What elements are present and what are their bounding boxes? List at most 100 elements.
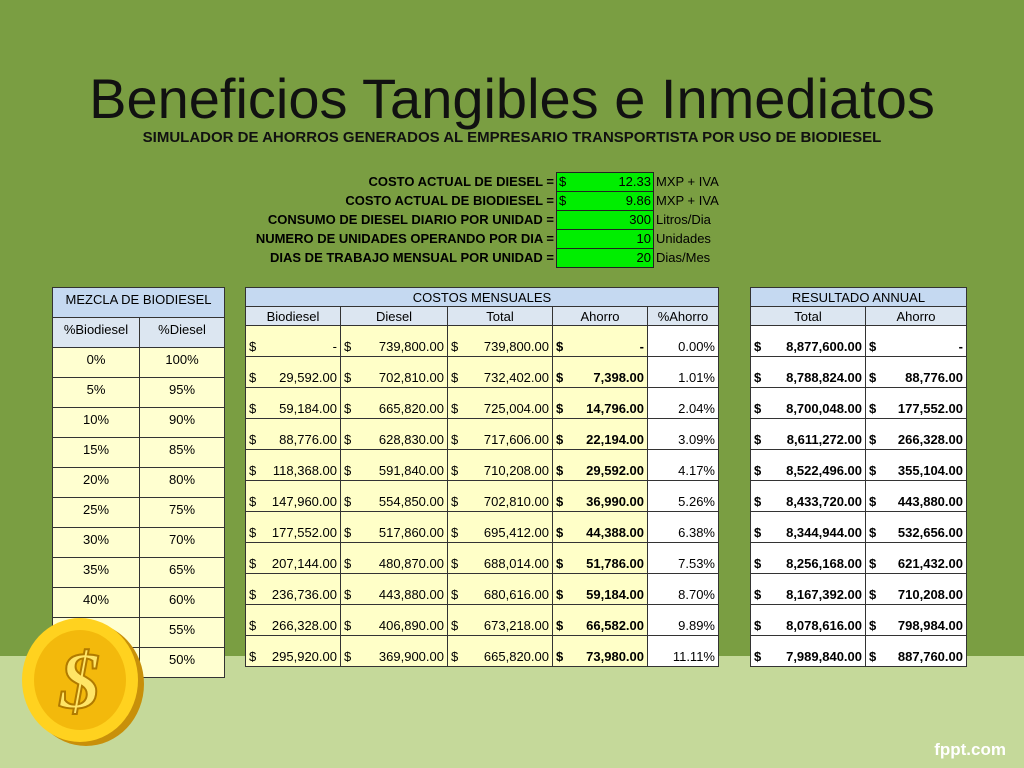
- cost-cell: $236,736.00: [245, 573, 341, 605]
- table-row: 10% 90%: [52, 407, 225, 438]
- cost-cell: $7,398.00: [552, 356, 648, 388]
- cost-cell: $29,592.00: [245, 356, 341, 388]
- currency-symbol: $: [451, 370, 459, 385]
- cost-value: 739,800.00: [378, 339, 444, 354]
- currency-symbol: $: [754, 525, 762, 540]
- pct-ahorro-cell: 9.89%: [647, 604, 719, 636]
- currency-symbol: $: [754, 339, 762, 354]
- annual-results-table: RESULTADO ANNUAL Total Ahorro $8,877,600…: [750, 287, 967, 667]
- annual-cell: $887,760.00: [865, 635, 967, 667]
- annual-cell: $8,877,600.00: [750, 325, 866, 357]
- mix-col-biodiesel: %Biodiesel: [52, 317, 140, 348]
- annual-value: 266,328.00: [897, 432, 963, 447]
- annual-value: 7,989,840.00: [786, 649, 862, 664]
- currency-symbol: $: [556, 649, 564, 664]
- currency-symbol: $: [556, 339, 564, 354]
- slide-subtitle: SIMULADOR DE AHORROS GENERADOS AL EMPRES…: [142, 129, 882, 146]
- cost-cell: $554,850.00: [340, 480, 448, 512]
- currency-symbol: $: [869, 370, 877, 385]
- cost-cell: $443,880.00: [340, 573, 448, 605]
- annual-value: 710,208.00: [897, 587, 963, 602]
- cost-value: 118,368.00: [272, 463, 337, 478]
- cost-value: 680,616.00: [483, 587, 549, 602]
- currency-symbol: $: [869, 618, 877, 633]
- table-row: $177,552.00 $517,860.00 $695,412.00 $44,388…: [245, 511, 719, 543]
- cost-value: 36,990.00: [586, 494, 644, 509]
- currency-symbol: $: [556, 525, 564, 540]
- param-unit: Unidades: [656, 231, 711, 246]
- param-value-cell: $12.33: [556, 172, 654, 192]
- annual-value: 8,522,496.00: [786, 463, 862, 478]
- annual-cell: $177,552.00: [865, 387, 967, 419]
- param-label: DIAS DE TRABAJO MENSUAL POR UNIDAD =: [270, 250, 554, 265]
- param-unit: Litros/Dia: [656, 212, 711, 227]
- cost-cell: $118,368.00: [245, 449, 341, 481]
- annual-cell: $88,776.00: [865, 356, 967, 388]
- cost-value: 665,820.00: [483, 649, 549, 664]
- cost-value: 44,388.00: [586, 525, 644, 540]
- table-row: $59,184.00 $665,820.00 $725,004.00 $14,796.…: [245, 387, 719, 419]
- currency-symbol: $: [249, 494, 257, 509]
- cost-value: -: [332, 339, 337, 354]
- pct-ahorro-cell: 8.70%: [647, 573, 719, 605]
- costs-col-ahorro: Ahorro: [552, 306, 648, 326]
- param-currency: $: [559, 193, 567, 208]
- costs-col-total: Total: [447, 306, 553, 326]
- currency-symbol: $: [754, 432, 762, 447]
- annual-cell: $8,433,720.00: [750, 480, 866, 512]
- currency-symbol: $: [451, 339, 459, 354]
- cost-value: 59,184.00: [586, 587, 644, 602]
- mix-cell: 55%: [139, 617, 225, 648]
- param-value: 10: [636, 231, 651, 246]
- cost-cell: $147,960.00: [245, 480, 341, 512]
- table-row: $88,776.00 $628,830.00 $717,606.00 $22,194.…: [245, 418, 719, 450]
- cost-value: 443,880.00: [378, 587, 444, 602]
- param-label: CONSUMO DE DIESEL DIARIO POR UNIDAD =: [267, 212, 554, 227]
- mix-cell: 0%: [52, 347, 140, 378]
- table-row: $236,736.00 $443,880.00 $680,616.00 $59,184…: [245, 573, 719, 605]
- cost-value: 710,208.00: [483, 463, 549, 478]
- param-row: NUMERO DE UNIDADES OPERANDO POR DIA = 10 U…: [200, 229, 721, 249]
- table-row: $266,328.00 $406,890.00 $673,218.00 $66,582…: [245, 604, 719, 636]
- currency-symbol: $: [556, 463, 564, 478]
- currency-symbol: $: [451, 401, 459, 416]
- mix-cell: 40%: [52, 587, 140, 618]
- cost-cell: $295,920.00: [245, 635, 341, 667]
- table-row: $8,788,824.00 $88,776.00: [750, 356, 967, 388]
- table-row: $7,989,840.00 $887,760.00: [750, 635, 967, 667]
- table-row: 5% 95%: [52, 377, 225, 408]
- cost-cell: $59,184.00: [552, 573, 648, 605]
- cost-value: -: [639, 339, 644, 354]
- param-value-cell: $9.86: [556, 191, 654, 211]
- cost-value: 688,014.00: [483, 556, 549, 571]
- cost-cell: $739,800.00: [447, 325, 553, 357]
- currency-symbol: $: [556, 556, 564, 571]
- currency-symbol: $: [869, 525, 877, 540]
- cost-value: 695,412.00: [483, 525, 549, 540]
- table-row: $8,167,392.00 $710,208.00: [750, 573, 967, 605]
- currency-symbol: $: [754, 587, 762, 602]
- currency-symbol: $: [556, 618, 564, 633]
- cost-value: 628,830.00: [378, 432, 444, 447]
- cost-cell: $673,218.00: [447, 604, 553, 636]
- cost-value: 177,552.00: [271, 525, 337, 540]
- cost-cell: $59,184.00: [245, 387, 341, 419]
- currency-symbol: $: [249, 649, 257, 664]
- mix-cell: 85%: [139, 437, 225, 468]
- pct-ahorro-cell: 4.17%: [647, 449, 719, 481]
- cost-value: 517,860.00: [378, 525, 444, 540]
- cost-value: 295,920.00: [271, 649, 337, 664]
- mix-cell: 80%: [139, 467, 225, 498]
- cost-cell: $177,552.00: [245, 511, 341, 543]
- costs-col-biodiesel: Biodiesel: [245, 306, 341, 326]
- currency-symbol: $: [754, 463, 762, 478]
- currency-symbol: $: [344, 525, 352, 540]
- currency-symbol: $: [869, 494, 877, 509]
- currency-symbol: $: [451, 618, 459, 633]
- currency-symbol: $: [344, 463, 352, 478]
- cost-cell: $591,840.00: [340, 449, 448, 481]
- slide-title: Beneficios Tangibles e Inmediatos: [89, 67, 935, 130]
- cost-value: 665,820.00: [378, 401, 444, 416]
- annual-cell: $8,167,392.00: [750, 573, 866, 605]
- annual-value: 532,656.00: [897, 525, 963, 540]
